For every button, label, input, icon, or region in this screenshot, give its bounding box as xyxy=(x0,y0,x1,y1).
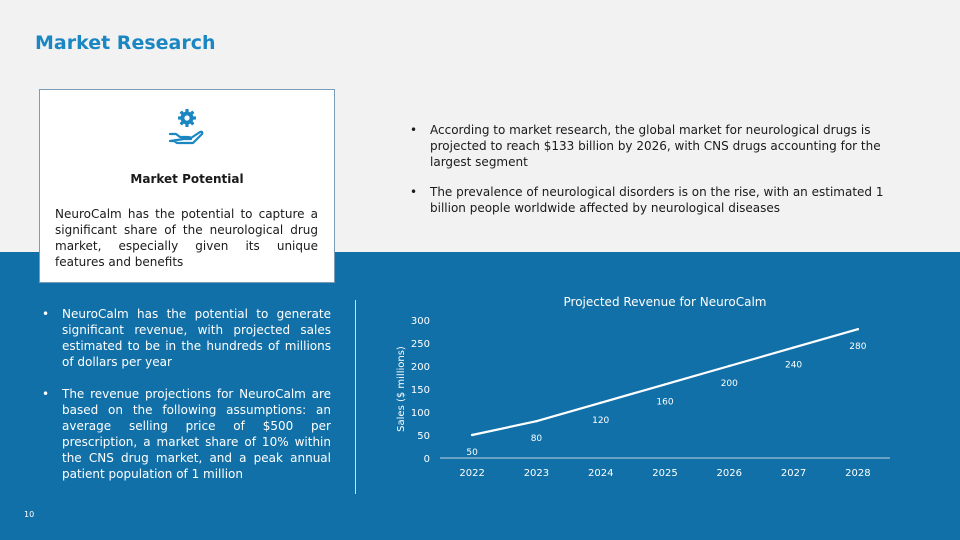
x-tick-label: 2023 xyxy=(524,468,549,479)
y-tick-label: 300 xyxy=(411,316,430,327)
chart-title: Projected Revenue for NeuroCalm xyxy=(564,295,767,309)
data-point xyxy=(728,364,731,368)
data-label: 50 xyxy=(466,448,478,458)
market-facts-list: According to market research, the global… xyxy=(410,122,900,230)
y-axis-label: Sales ($ millions) xyxy=(396,346,407,432)
data-label: 160 xyxy=(656,397,673,407)
revenue-line-chart: Projected Revenue for NeuroCalm Sales ($ … xyxy=(396,295,890,479)
data-point xyxy=(792,346,795,349)
y-tick-label: 50 xyxy=(417,431,430,442)
data-label: 120 xyxy=(592,416,609,426)
revenue-note-item: The revenue projections for NeuroCalm ar… xyxy=(40,386,331,482)
x-tick-label: 2022 xyxy=(459,468,484,479)
hand-gear-icon xyxy=(168,109,204,145)
data-label: 80 xyxy=(531,434,543,444)
revenue-note-item: NeuroCalm has the potential to generate … xyxy=(40,306,331,370)
data-label: 200 xyxy=(721,379,738,389)
y-tick-label: 200 xyxy=(411,362,430,373)
data-point xyxy=(470,433,474,437)
y-tick-label: 250 xyxy=(411,339,430,350)
y-tick-label: 100 xyxy=(411,408,430,419)
data-point xyxy=(856,328,860,331)
series-line xyxy=(471,328,859,437)
x-tick-label: 2028 xyxy=(845,468,870,479)
data-point xyxy=(535,420,538,423)
x-tick-label: 2024 xyxy=(588,468,613,479)
y-tick-label: 150 xyxy=(411,385,430,396)
x-tick-label: 2027 xyxy=(781,468,806,479)
data-point xyxy=(599,401,602,404)
x-tick-label: 2026 xyxy=(717,468,742,479)
card-body: NeuroCalm has the potential to capture a… xyxy=(55,207,318,269)
page-number: 10 xyxy=(24,510,35,519)
market-fact-item: According to market research, the global… xyxy=(410,122,900,170)
market-fact-item: The prevalence of neurological disorders… xyxy=(410,184,900,216)
vertical-divider xyxy=(355,300,356,494)
data-label: 240 xyxy=(785,361,802,371)
data-label: 280 xyxy=(849,342,866,352)
data-point xyxy=(663,383,667,386)
card-heading: Market Potential xyxy=(130,172,244,186)
y-tick-label: 0 xyxy=(424,454,430,465)
market-potential-card: Market Potential NeuroCalm has the poten… xyxy=(39,89,335,283)
page-title: Market Research xyxy=(35,32,216,54)
x-tick-label: 2025 xyxy=(652,468,677,479)
revenue-notes-list: NeuroCalm has the potential to generate … xyxy=(40,306,331,498)
